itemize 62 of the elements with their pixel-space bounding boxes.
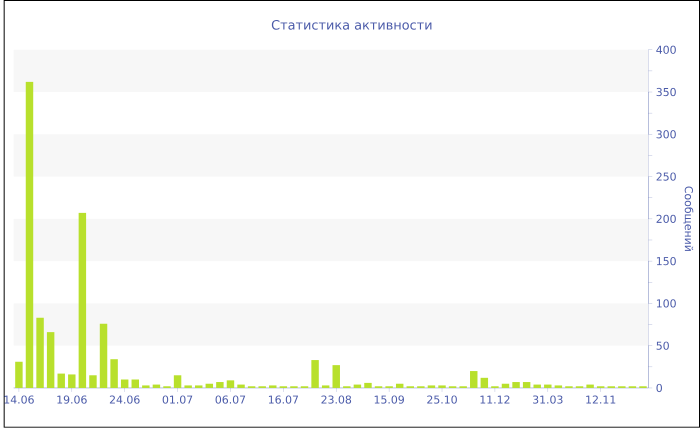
- y-tick-label: 250: [656, 172, 676, 181]
- bar: [470, 371, 478, 388]
- y-tick-label: 400: [656, 46, 676, 54]
- chart-title: Статистика активности: [272, 20, 432, 30]
- x-tick-label: 16.07: [268, 396, 298, 404]
- bar: [216, 382, 224, 388]
- bar: [512, 382, 520, 388]
- bar: [311, 360, 319, 388]
- bar: [100, 324, 108, 388]
- bar: [522, 382, 530, 388]
- bar: [354, 384, 362, 388]
- x-tick-label: 23.08: [321, 396, 352, 404]
- bar: [533, 384, 541, 388]
- bar: [269, 386, 277, 388]
- y-tick-label: 300: [656, 130, 676, 139]
- x-tick-label: 11.12: [480, 396, 510, 404]
- bar: [554, 386, 562, 388]
- bar: [586, 384, 594, 388]
- x-tick-label: 25.10: [427, 396, 457, 404]
- x-tick-label: 19.06: [57, 396, 87, 404]
- bar: [502, 384, 510, 388]
- x-tick-label: 31.03: [533, 396, 563, 404]
- bar: [110, 359, 118, 388]
- x-tick-label: 24.06: [110, 396, 140, 404]
- bar: [26, 82, 34, 388]
- bar: [428, 386, 436, 388]
- x-tick-label: 06.07: [216, 396, 246, 404]
- bar: [68, 374, 76, 388]
- bar: [36, 318, 44, 388]
- bar: [142, 386, 150, 388]
- bar: [364, 383, 372, 388]
- bar: [89, 375, 97, 388]
- bar: [206, 384, 214, 388]
- y-tick-label: 100: [656, 299, 676, 308]
- x-tick-label: 15.09: [374, 396, 404, 404]
- bar: [57, 374, 65, 388]
- bar: [184, 386, 192, 388]
- x-tick-label: 01.07: [162, 396, 192, 404]
- y-tick-label: 200: [656, 214, 676, 224]
- bar: [322, 386, 330, 388]
- bar: [120, 380, 128, 388]
- bar: [174, 375, 182, 388]
- bar: [15, 362, 23, 388]
- bar: [226, 380, 234, 388]
- y-tick-label: 50: [656, 342, 669, 350]
- bar: [544, 384, 552, 388]
- y-axis-title: Сообщений: [683, 186, 694, 251]
- x-tick-label: 12.11: [586, 396, 616, 404]
- bar: [46, 332, 54, 388]
- bar: [195, 386, 202, 388]
- y-tick-label: 150: [656, 257, 676, 266]
- y-tick-label: 0: [656, 384, 662, 392]
- bar: [332, 365, 340, 388]
- bar: [438, 386, 446, 388]
- bar: [152, 384, 160, 388]
- x-tick-label: 14.06: [4, 396, 34, 404]
- bar: [396, 384, 404, 388]
- bar: [78, 213, 86, 388]
- y-tick-label: 350: [656, 88, 676, 96]
- bar: [237, 384, 245, 388]
- bar: [480, 378, 488, 388]
- bar: [132, 380, 139, 388]
